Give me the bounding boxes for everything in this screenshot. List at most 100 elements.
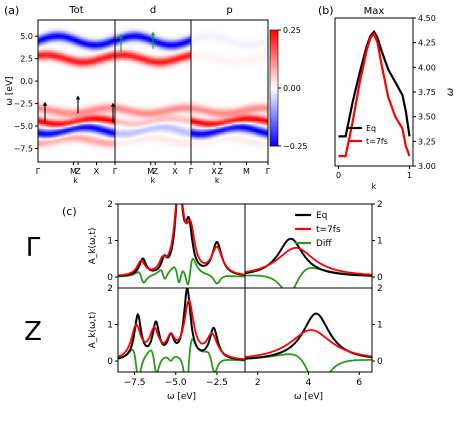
heatmap-cell <box>61 73 64 76</box>
heatmap-cell <box>86 72 89 74</box>
heatmap-cell <box>113 37 116 40</box>
heatmap-cell <box>103 76 106 79</box>
heatmap-cell <box>82 114 85 117</box>
heatmap-cell <box>51 124 54 127</box>
heatmap-cell <box>57 78 60 81</box>
heatmap-cell <box>91 98 95 101</box>
heatmap-cell <box>72 81 75 84</box>
heatmap-cell <box>41 152 45 155</box>
heatmap-cell <box>97 75 100 78</box>
heatmap-cell <box>105 100 108 103</box>
heatmap-cell <box>43 144 46 147</box>
heatmap-cell <box>101 73 104 76</box>
heatmap-cell <box>57 54 60 57</box>
heatmap-cell <box>39 113 43 115</box>
heatmap-cell <box>93 72 97 74</box>
heatmap-cell <box>111 100 114 103</box>
heatmap-cell <box>105 51 108 54</box>
heatmap-cell <box>84 49 87 52</box>
heatmap-cell <box>74 117 77 120</box>
heatmap-cell <box>89 89 93 92</box>
heatmap-cell <box>59 103 62 106</box>
heatmap-cell <box>41 48 45 51</box>
heatmap-cell <box>74 103 77 106</box>
heatmap-cell <box>55 91 58 93</box>
heatmap-cell <box>91 97 95 100</box>
heatmap-cell <box>105 79 108 82</box>
heatmap-cell <box>95 130 98 133</box>
heatmap-cell <box>76 42 79 44</box>
heatmap-cell <box>41 49 45 52</box>
heatmap-cell <box>53 130 56 133</box>
heatmap-cell <box>41 64 45 67</box>
heatmap-cell <box>72 73 75 76</box>
heatmap-cell <box>61 146 64 149</box>
heatmap-cell <box>68 143 72 145</box>
heatmap-cell <box>57 24 60 27</box>
heatmap-cell <box>61 79 64 82</box>
heatmap-cell <box>88 92 91 95</box>
heatmap-cell <box>80 116 83 119</box>
heatmap-cell <box>99 42 102 44</box>
heatmap-cell <box>88 157 91 160</box>
heatmap-cell <box>45 40 48 43</box>
heatmap-cell <box>61 155 64 158</box>
heatmap-cell <box>72 48 75 51</box>
heatmap-cell <box>88 34 91 37</box>
heatmap-cell <box>45 91 48 93</box>
heatmap-cell <box>91 65 95 68</box>
heatmap-cell <box>61 122 64 125</box>
heatmap-cell <box>95 84 98 87</box>
heatmap-cell <box>101 119 104 122</box>
heatmap-cell <box>105 83 108 85</box>
heatmap-cell <box>111 95 114 98</box>
heatmap-cell <box>68 97 72 100</box>
heatmap-cell <box>89 160 93 163</box>
heatmap-cell <box>97 150 100 153</box>
heatmap-cell <box>97 116 100 119</box>
heatmap-cell <box>89 94 93 97</box>
heatmap-cell <box>97 97 100 100</box>
heatmap-cell <box>45 109 48 112</box>
heatmap-cell <box>72 111 75 114</box>
heatmap-cell <box>103 38 106 41</box>
heatmap-cell <box>82 37 85 40</box>
heatmap-cell <box>101 127 104 130</box>
heatmap-cell <box>66 35 70 38</box>
heatmap-cell <box>39 143 43 145</box>
heatmap-cell <box>64 150 68 153</box>
heatmap-cell <box>74 35 77 38</box>
heatmap-cell <box>76 64 79 67</box>
heatmap-cell <box>59 68 62 71</box>
heatmap-cell <box>111 122 114 125</box>
heatmap-cell <box>38 143 41 145</box>
heatmap-cell <box>64 42 68 44</box>
heatmap-cell <box>64 26 68 29</box>
heatmap-cell <box>91 116 95 119</box>
heatmap-cell <box>86 49 89 52</box>
heatmap-cell <box>74 26 77 29</box>
heatmap-cell <box>49 72 52 74</box>
heatmap-cell <box>72 72 75 74</box>
heatmap-cell <box>88 154 91 156</box>
heatmap-cell <box>53 155 56 158</box>
heatmap-cell <box>76 146 79 149</box>
heatmap-cell <box>38 37 41 40</box>
heatmap-cell <box>93 97 97 100</box>
heatmap-cell <box>109 38 112 41</box>
heatmap-cell <box>105 150 108 153</box>
heatmap-cell <box>45 29 48 32</box>
heatmap-cell <box>82 106 85 109</box>
heatmap-cell <box>99 124 102 127</box>
heatmap-cell <box>111 141 114 144</box>
heatmap-cell <box>49 31 52 33</box>
heatmap-cell <box>57 122 60 125</box>
heatmap-cell <box>86 108 89 111</box>
heatmap-cell <box>89 141 93 144</box>
heatmap-cell <box>82 21 85 24</box>
heatmap-cell <box>99 54 102 57</box>
heatmap-cell <box>51 108 54 111</box>
heatmap-cell <box>88 61 91 63</box>
heatmap-cell <box>38 68 41 71</box>
heatmap-cell <box>76 61 79 63</box>
